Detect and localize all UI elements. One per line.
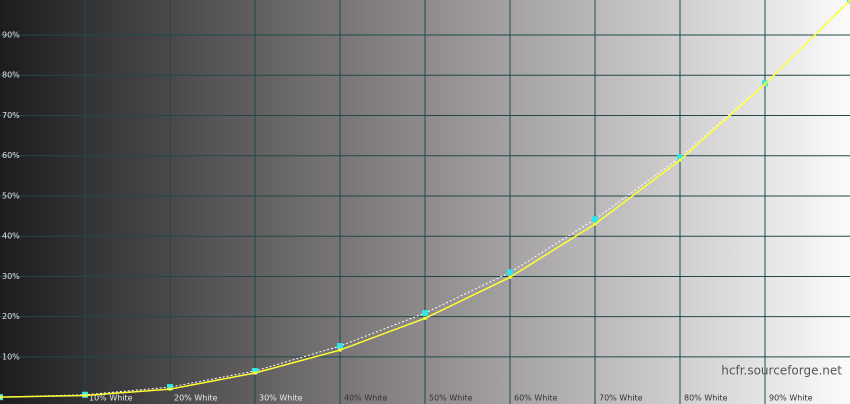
point (253, 371, 257, 375)
x-tick-label: 20% White (174, 394, 218, 403)
point (0, 395, 2, 399)
point (678, 158, 682, 162)
point (423, 316, 427, 320)
x-tick-label: 10% White (89, 394, 133, 403)
y-tick-label: 50% (2, 191, 20, 200)
point (338, 348, 342, 352)
point (168, 387, 172, 391)
y-tick-label: 70% (2, 111, 20, 120)
point (508, 275, 512, 279)
point (167, 384, 173, 391)
y-tick-label: 30% (2, 272, 20, 281)
y-tick-label: 20% (2, 312, 20, 321)
x-tick-label: 40% White (344, 394, 388, 403)
point (83, 394, 87, 398)
y-tick-label: 80% (2, 71, 20, 80)
x-tick-label: 70% White (599, 394, 643, 403)
y-tick-label: 40% (2, 232, 20, 241)
x-tick-label: 90% White (769, 394, 813, 403)
point (422, 310, 428, 317)
point (507, 269, 513, 276)
y-tick-label: 60% (2, 151, 20, 160)
point (252, 368, 258, 375)
y-tick-label: 90% (2, 31, 20, 40)
x-tick-label: 60% White (514, 394, 558, 403)
point (677, 154, 683, 161)
y-tick-label: 10% (2, 352, 20, 361)
point (592, 216, 598, 223)
point (337, 343, 343, 350)
x-tick-label: 80% White (684, 394, 728, 403)
x-tick-label: 50% White (429, 394, 473, 403)
x-tick-label: 30% White (259, 394, 303, 403)
point (848, 0, 850, 2)
point (593, 222, 597, 226)
point (763, 82, 767, 86)
watermark: hcfr.sourceforge.net (721, 364, 842, 378)
